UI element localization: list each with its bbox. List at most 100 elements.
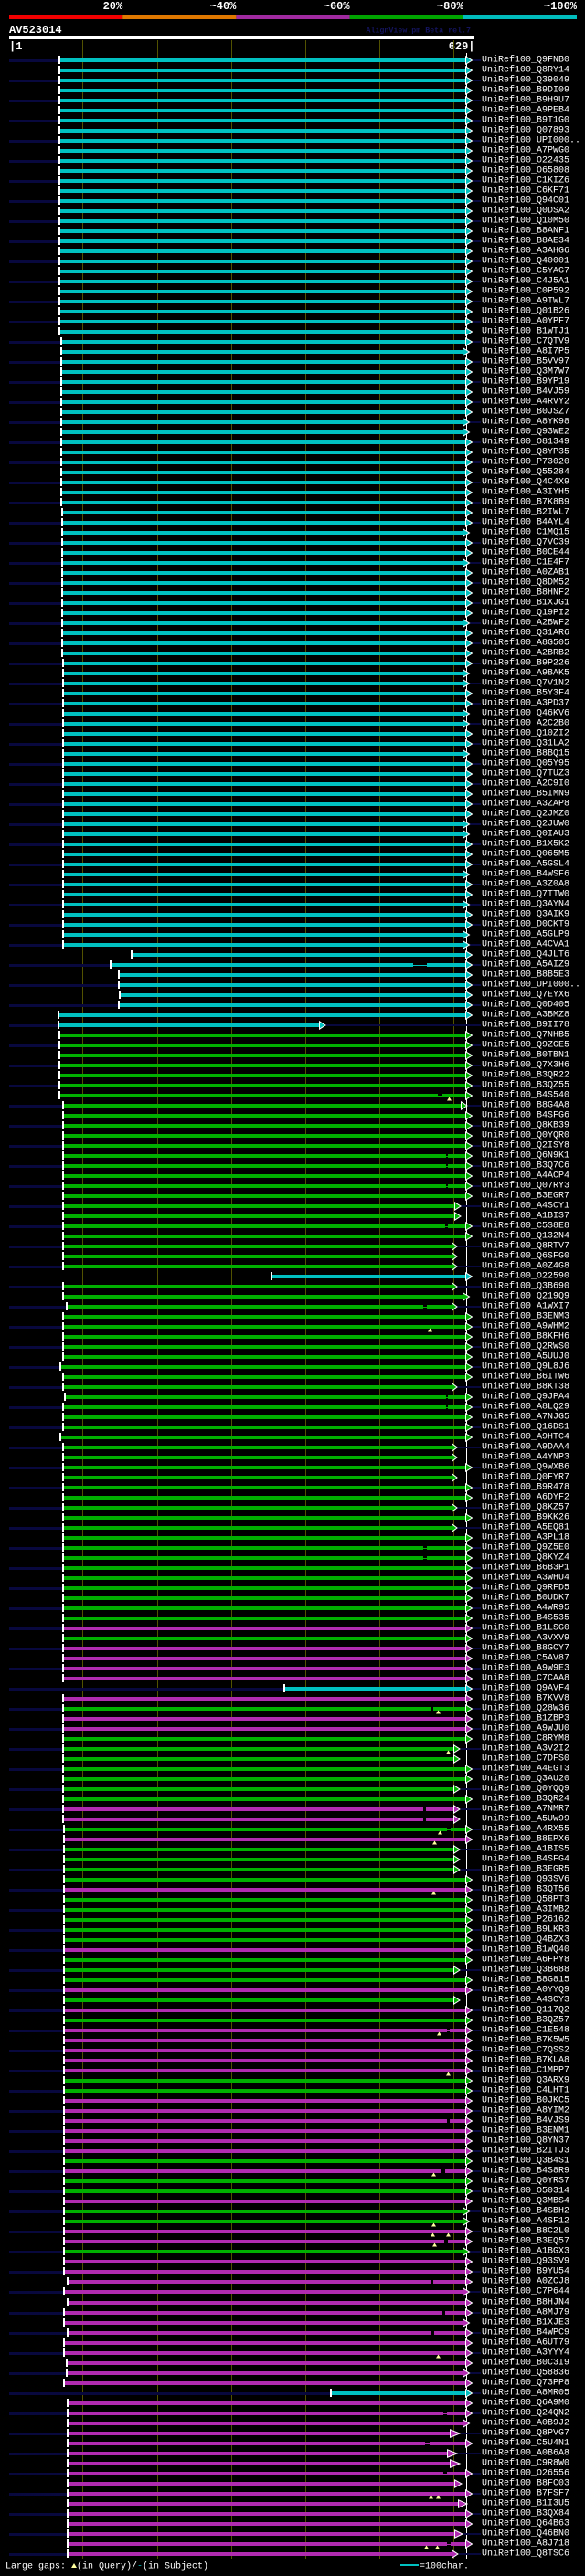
svg-text:UniRef100_UPI000..: UniRef100_UPI000.. xyxy=(482,980,580,991)
svg-text:UniRef100_Q9AVF4: UniRef100_Q9AVF4 xyxy=(482,1683,569,1694)
svg-text:UniRef100_A4SCY1: UniRef100_A4SCY1 xyxy=(482,1201,569,1212)
svg-text:UniRef100_A3YYY4: UniRef100_A3YYY4 xyxy=(482,2348,569,2359)
svg-text:UniRef100_Q58836: UniRef100_Q58836 xyxy=(482,2368,569,2379)
svg-text:UniRef100_A5GSL4: UniRef100_A5GSL4 xyxy=(482,859,569,870)
svg-text:UniRef100_B5VV97: UniRef100_B5VV97 xyxy=(482,356,569,367)
svg-text:UniRef100_A3IYH5: UniRef100_A3IYH5 xyxy=(482,487,569,498)
svg-text:UniRef100_C4J5A1: UniRef100_C4J5A1 xyxy=(482,276,569,287)
svg-text:UniRef100_A9HTC4: UniRef100_A9HTC4 xyxy=(482,1432,569,1443)
svg-text:UniRef100_A8YIM2: UniRef100_A8YIM2 xyxy=(482,2105,569,2116)
svg-text:UniRef100_B8BQ15: UniRef100_B8BQ15 xyxy=(482,748,569,759)
svg-text:UniRef100_C7DFS0: UniRef100_C7DFS0 xyxy=(482,1754,569,1765)
svg-text:UniRef100_A6FPY8: UniRef100_A6FPY8 xyxy=(482,1955,569,1966)
svg-text:UniRef100_B7KVV8: UniRef100_B7KVV8 xyxy=(482,1693,569,1704)
svg-text:UniRef100_B9R478: UniRef100_B9R478 xyxy=(482,1482,569,1493)
svg-text:UniRef100_Q0YQQ9: UniRef100_Q0YQQ9 xyxy=(482,1784,569,1795)
svg-text:UniRef100_Q065M5: UniRef100_Q065M5 xyxy=(482,849,569,860)
svg-text:UniRef100_A1BGX3: UniRef100_A1BGX3 xyxy=(482,2246,569,2257)
svg-text:UniRef100_A0B6A8: UniRef100_A0B6A8 xyxy=(482,2448,569,2459)
svg-text:UniRef100_Q8KZ57: UniRef100_Q8KZ57 xyxy=(482,1502,569,1513)
svg-text:UniRef100_Q9L8J6: UniRef100_Q9L8J6 xyxy=(482,1362,569,1373)
svg-text:UniRef100_Q58PT3: UniRef100_Q58PT3 xyxy=(482,1894,569,1905)
svg-text:UniRef100_Q3AU20: UniRef100_Q3AU20 xyxy=(482,1774,569,1785)
svg-text:UniRef100_Q9WXB6: UniRef100_Q9WXB6 xyxy=(482,1462,569,1473)
svg-text:UniRef100_Q40001: UniRef100_Q40001 xyxy=(482,256,569,267)
svg-text:UniRef100_B7K5W5: UniRef100_B7K5W5 xyxy=(482,2035,569,2046)
svg-text:UniRef100_Q07RY3: UniRef100_Q07RY3 xyxy=(482,1181,569,1192)
svg-text:UniRef100_Q117Q2: UniRef100_Q117Q2 xyxy=(482,2005,569,2016)
svg-text:UniRef100_B7K8B9: UniRef100_B7K8B9 xyxy=(482,497,569,508)
svg-text:UniRef100_A4RVY2: UniRef100_A4RVY2 xyxy=(482,397,569,408)
svg-text:UniRef100_Q7TUZ3: UniRef100_Q7TUZ3 xyxy=(482,769,569,779)
svg-text:UniRef100_Q31AR6: UniRef100_Q31AR6 xyxy=(482,628,569,639)
svg-text:~60%: ~60% xyxy=(324,0,351,13)
svg-text:UniRef100_A2BRB2: UniRef100_A2BRB2 xyxy=(482,648,569,659)
svg-text:UniRef100_Q39049: UniRef100_Q39049 xyxy=(482,75,569,86)
svg-text:UniRef100_Q4JLT6: UniRef100_Q4JLT6 xyxy=(482,949,569,960)
svg-text:UniRef100_A8MJ79: UniRef100_A8MJ79 xyxy=(482,2307,569,2318)
svg-text:UniRef100_A1BIS5: UniRef100_A1BIS5 xyxy=(482,1844,569,1855)
svg-text:UniRef100_A3PL18: UniRef100_A3PL18 xyxy=(482,1532,569,1543)
svg-text:UniRef100_B0CE44: UniRef100_B0CE44 xyxy=(482,547,569,558)
svg-text:UniRef100_A9PEB4: UniRef100_A9PEB4 xyxy=(482,105,569,116)
svg-text:UniRef100_B3QR22: UniRef100_B3QR22 xyxy=(482,1070,569,1081)
svg-text:UniRef100_C6KF71: UniRef100_C6KF71 xyxy=(482,186,569,196)
svg-text:UniRef100_Q8RY14: UniRef100_Q8RY14 xyxy=(482,65,569,76)
svg-text:UniRef100_B9DI09: UniRef100_B9DI09 xyxy=(482,85,569,96)
svg-text:UniRef100_B8KT38: UniRef100_B8KT38 xyxy=(482,1382,569,1393)
svg-text:UniRef100_B8HJN4: UniRef100_B8HJN4 xyxy=(482,2297,569,2308)
svg-text:UniRef100_B6B3P1: UniRef100_B6B3P1 xyxy=(482,1563,569,1574)
svg-text:UniRef100_B9YU54: UniRef100_B9YU54 xyxy=(482,2266,569,2277)
svg-text:UniRef100_Q0IAU3: UniRef100_Q0IAU3 xyxy=(482,829,569,840)
svg-text:UniRef100_A8I7P5: UniRef100_A8I7P5 xyxy=(482,346,569,357)
svg-text:UniRef100_Q8YN37: UniRef100_Q8YN37 xyxy=(482,2136,569,2147)
svg-text:UniRef100_B1X5K2: UniRef100_B1X5K2 xyxy=(482,839,569,850)
svg-text:UniRef100_A0B9J2: UniRef100_A0B9J2 xyxy=(482,2418,569,2429)
svg-text:UniRef100_B4SBH2: UniRef100_B4SBH2 xyxy=(482,2206,569,2217)
svg-text:UniRef100_C5S8E8: UniRef100_C5S8E8 xyxy=(482,1221,569,1232)
svg-text:UniRef100_B1WTJ1: UniRef100_B1WTJ1 xyxy=(482,326,569,337)
svg-text:UniRef100_Q24QN2: UniRef100_Q24QN2 xyxy=(482,2408,569,2419)
svg-text:UniRef100_B8ANF1: UniRef100_B8ANF1 xyxy=(482,226,569,237)
svg-text:UniRef100_Q8RTV7: UniRef100_Q8RTV7 xyxy=(482,1241,569,1252)
svg-text:|1: |1 xyxy=(9,40,22,53)
svg-text:UniRef100_A8LQ29: UniRef100_A8LQ29 xyxy=(482,1402,569,1413)
svg-text:UniRef100_Q6A9M0: UniRef100_Q6A9M0 xyxy=(482,2398,569,2409)
svg-text:UniRef100_Q0YQR0: UniRef100_Q0YQR0 xyxy=(482,1130,569,1141)
svg-text:UniRef100_B4SFG6: UniRef100_B4SFG6 xyxy=(482,1110,569,1121)
svg-text:UniRef100_Q132N4: UniRef100_Q132N4 xyxy=(482,1231,569,1242)
svg-text:UniRef100_Q55284: UniRef100_Q55284 xyxy=(482,467,569,478)
svg-text:UniRef100_A9WJU0: UniRef100_A9WJU0 xyxy=(482,1723,569,1734)
svg-text:UniRef100_B4VJ59: UniRef100_B4VJ59 xyxy=(482,387,569,398)
svg-text:UniRef100_B4S8R9: UniRef100_B4S8R9 xyxy=(482,2166,569,2177)
svg-text:UniRef100_B2IWL7: UniRef100_B2IWL7 xyxy=(482,507,569,518)
svg-text:UniRef100_Q7NHB5: UniRef100_Q7NHB5 xyxy=(482,1030,569,1041)
svg-text:~100%: ~100% xyxy=(544,0,578,13)
svg-text:UniRef100_B8B5E3: UniRef100_B8B5E3 xyxy=(482,970,569,981)
svg-text:UniRef100_C5YAG7: UniRef100_C5YAG7 xyxy=(482,266,569,277)
svg-text:UniRef100_Q4BZX3: UniRef100_Q4BZX3 xyxy=(482,1935,569,1945)
svg-text:UniRef100_C1E4F7: UniRef100_C1E4F7 xyxy=(482,557,569,568)
svg-text:UniRef100_B9KK26: UniRef100_B9KK26 xyxy=(482,1512,569,1523)
svg-text:UniRef100_B8AE34: UniRef100_B8AE34 xyxy=(482,236,569,247)
svg-text:UniRef100_Q0D405: UniRef100_Q0D405 xyxy=(482,1000,569,1011)
svg-text:UniRef100_Q07893: UniRef100_Q07893 xyxy=(482,125,569,136)
svg-text:UniRef100_Q2JUW0: UniRef100_Q2JUW0 xyxy=(482,819,569,830)
svg-text:UniRef100_C7CAA8: UniRef100_C7CAA8 xyxy=(482,1673,569,1684)
svg-text:UniRef100_Q10M50: UniRef100_Q10M50 xyxy=(482,216,569,227)
svg-text:UniRef100_Q8TSC6: UniRef100_Q8TSC6 xyxy=(482,2549,569,2560)
svg-text:UniRef100_B3EGR7: UniRef100_B3EGR7 xyxy=(482,1191,569,1202)
svg-text:UniRef100_Q3B688: UniRef100_Q3B688 xyxy=(482,1965,569,1976)
svg-text:UniRef100_A4ACP4: UniRef100_A4ACP4 xyxy=(482,1171,569,1182)
svg-text:UniRef100_B3QT56: UniRef100_B3QT56 xyxy=(482,1884,569,1895)
svg-text:UniRef100_Q8KB39: UniRef100_Q8KB39 xyxy=(482,1120,569,1131)
svg-text:UniRef100_Q2JMZ0: UniRef100_Q2JMZ0 xyxy=(482,809,569,820)
svg-text:UniRef100_Q3M7W7: UniRef100_Q3M7W7 xyxy=(482,366,569,377)
svg-text:UniRef100_A4SCY3: UniRef100_A4SCY3 xyxy=(482,1995,569,2006)
svg-text:(in Query)/: (in Query)/ xyxy=(77,2561,137,2572)
svg-text:UniRef100_A9BAK5: UniRef100_A9BAK5 xyxy=(482,668,569,679)
svg-text:UniRef100_Q3AIK9: UniRef100_Q3AIK9 xyxy=(482,909,569,920)
svg-text:UniRef100_Q0DSA2: UniRef100_Q0DSA2 xyxy=(482,206,569,217)
svg-text:UniRef100_Q6SFG0: UniRef100_Q6SFG0 xyxy=(482,1251,569,1262)
svg-text:UniRef100_B9LKR3: UniRef100_B9LKR3 xyxy=(482,1924,569,1935)
